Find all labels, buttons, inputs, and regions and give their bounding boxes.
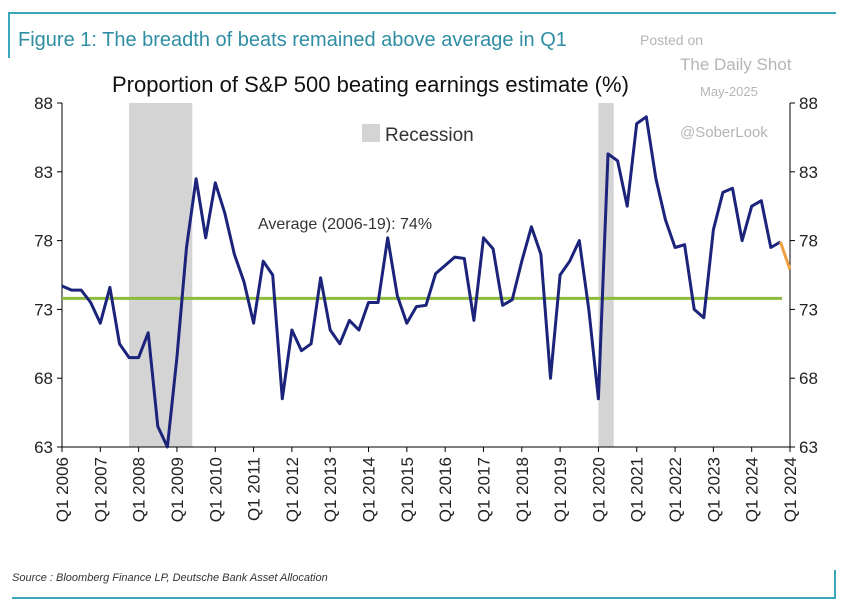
x-tick-label: Q1 2007 <box>91 457 110 522</box>
frame-left-rule <box>8 12 10 58</box>
y-tick-label-left: 68 <box>34 369 53 388</box>
x-tick-label: Q1 2014 <box>360 457 379 522</box>
y-tick-label-left: 63 <box>34 438 53 457</box>
latest-quarter-segment <box>778 241 792 270</box>
x-tick-label: Q1 2020 <box>589 457 608 522</box>
y-tick-label-left: 88 <box>34 94 53 113</box>
x-tick-label: Q1 2015 <box>398 457 417 522</box>
y-tick-label-left: 83 <box>34 163 53 182</box>
watermark-date: May-2025 <box>700 84 758 99</box>
x-tick-label: Q1 2022 <box>666 457 685 522</box>
x-tick-label: Q1 2006 <box>53 457 72 522</box>
series-line <box>61 115 782 449</box>
recession-band-1 <box>129 103 193 447</box>
y-tick-label-left: 73 <box>34 300 53 319</box>
y-tick-label-right: 63 <box>799 438 818 457</box>
legend-swatch-recession <box>362 124 380 142</box>
x-tick-label: Q1 2010 <box>206 457 225 522</box>
x-tick-label: Q1 2024 <box>743 457 762 522</box>
average-label: Average (2006-19): 74% <box>258 216 432 233</box>
x-tick-label: Q1 2018 <box>513 457 532 522</box>
source-note: Source : Bloomberg Finance LP, Deutsche … <box>12 572 328 584</box>
y-tick-label-right: 78 <box>799 232 818 251</box>
frame-top-rule <box>8 12 836 14</box>
x-tick-label: Q1 2017 <box>474 457 493 522</box>
legend-label-recession: Recession <box>385 125 474 146</box>
x-tick-label: Q1 2012 <box>283 457 302 522</box>
watermark-handle: @SoberLook <box>680 124 768 141</box>
x-tick-label: Q1 2013 <box>321 457 340 522</box>
figure-title: Figure 1: The breadth of beats remained … <box>18 29 567 51</box>
x-tick-label: Q1 2011 <box>245 457 264 521</box>
y-tick-label-right: 83 <box>799 163 818 182</box>
x-tick-label: Q1 2024 <box>781 457 800 522</box>
frame-bottom-rule <box>12 597 836 599</box>
y-tick-label-left: 78 <box>34 232 53 251</box>
recession-band-2 <box>598 103 614 447</box>
y-tick-label-right: 73 <box>799 300 818 319</box>
x-tick-label: Q1 2016 <box>436 457 455 522</box>
x-tick-label: Q1 2009 <box>168 457 187 522</box>
x-tick-label: Q1 2008 <box>130 457 149 522</box>
x-tick-label: Q1 2021 <box>628 457 647 522</box>
chart-title: Proportion of S&P 500 beating earnings e… <box>112 72 629 97</box>
x-tick-label: Q1 2023 <box>704 457 723 522</box>
frame-right-rule <box>834 570 836 599</box>
y-tick-label-right: 68 <box>799 369 818 388</box>
watermark-site: The Daily Shot <box>680 55 792 74</box>
y-tick-label-right: 88 <box>799 94 818 113</box>
x-tick-label: Q1 2019 <box>551 457 570 522</box>
watermark-posted: Posted on <box>640 32 704 48</box>
